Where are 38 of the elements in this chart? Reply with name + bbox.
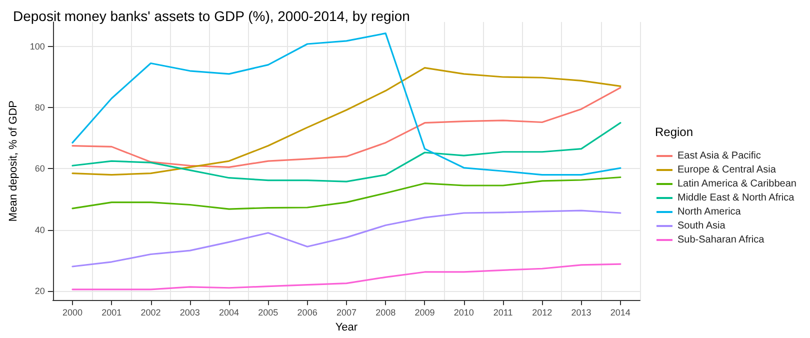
- line-series: [72, 210, 622, 268]
- line-series: [72, 86, 622, 168]
- y-axis-title: Mean deposit, % of GDP: [8, 100, 20, 222]
- x-tick-label: 2004: [219, 308, 240, 318]
- legend-label: Sub-Saharan Africa: [677, 234, 765, 246]
- x-tick-label: 2011: [493, 308, 513, 318]
- x-tick-label: 2001: [102, 308, 122, 318]
- legend-label: Middle East & North Africa: [677, 192, 795, 204]
- legend-label: East Asia & Pacific: [677, 150, 761, 162]
- legend-label: Latin America & Caribbean: [677, 178, 796, 190]
- y-tick-label: 40: [34, 224, 45, 235]
- x-tick-label: 2000: [62, 308, 82, 318]
- legend-label: Europe & Central Asia: [677, 164, 776, 176]
- x-tick-label: 2012: [532, 308, 552, 318]
- legend-title: Region: [654, 125, 694, 139]
- x-tick-label: 2014: [610, 308, 630, 318]
- x-tick-label: 2008: [376, 308, 396, 318]
- x-tick-label: 2005: [258, 308, 278, 318]
- y-tick-label: 60: [34, 164, 45, 174]
- chart-title: Deposit money banks' assets to GDP (%), 2000-2014, by region: [13, 8, 410, 24]
- line-series: [72, 122, 622, 182]
- y-tick-label: 100: [30, 41, 45, 52]
- x-tick-label: 2006: [297, 308, 318, 318]
- x-axis-title: Year: [335, 322, 358, 334]
- x-tick-label: 2013: [571, 308, 592, 318]
- x-tick-label: 2007: [336, 308, 356, 318]
- line-series: [72, 32, 622, 176]
- line-series: [72, 176, 622, 210]
- x-tick-label: 2003: [180, 308, 200, 318]
- y-tick-label: 20: [34, 286, 45, 296]
- legend-label: North America: [677, 206, 742, 218]
- y-tick-label: 80: [34, 102, 45, 113]
- line-series: [72, 67, 622, 176]
- line-series: [72, 263, 622, 290]
- x-tick-label: 2009: [414, 308, 435, 318]
- legend-label: South Asia: [677, 220, 726, 232]
- x-tick-label: 2010: [454, 308, 474, 318]
- x-tick-label: 2002: [140, 308, 161, 318]
